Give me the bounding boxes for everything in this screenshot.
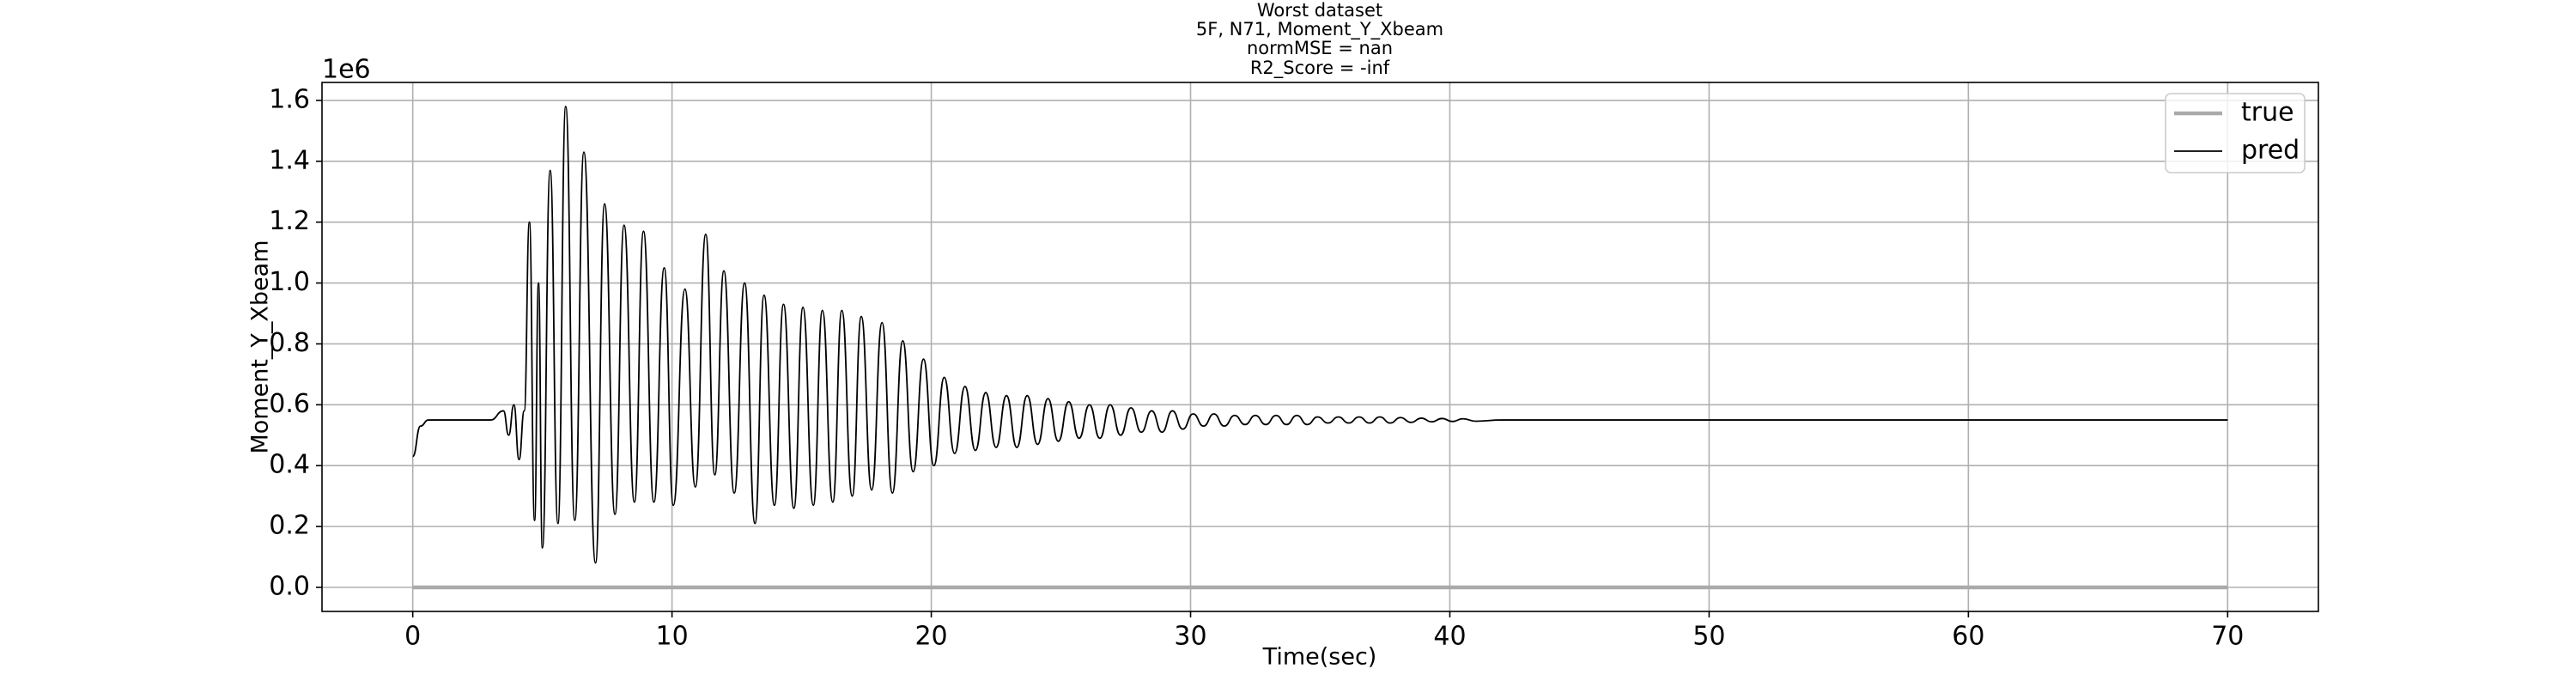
title-line: 5F, N71, Moment_Y_Xbeam xyxy=(1196,19,1443,40)
y-tick-label: 1.4 xyxy=(269,145,310,175)
y-tick-label: 1.6 xyxy=(269,84,310,114)
y-tick-label: 1.0 xyxy=(269,267,310,297)
legend-label: true xyxy=(2241,98,2294,128)
x-tick-label: 0 xyxy=(404,622,421,652)
y-tick-label: 1.2 xyxy=(269,206,310,236)
series-line xyxy=(411,106,2228,564)
x-tick-label: 20 xyxy=(914,622,947,652)
legend-label: pred xyxy=(2241,136,2300,166)
y-axis-label: Moment_Y_Xbeam xyxy=(247,240,274,453)
y-offset-label: 1e6 xyxy=(322,55,371,85)
y-tick-label: 0.0 xyxy=(269,572,310,602)
x-tick-label: 60 xyxy=(1952,622,1984,652)
x-tick-label: 50 xyxy=(1692,622,1725,652)
title-line: Worst dataset xyxy=(1257,0,1382,21)
y-tick-label: 0.6 xyxy=(269,389,310,419)
x-tick-label: 70 xyxy=(2211,622,2244,652)
y-tick-label: 0.2 xyxy=(269,511,310,541)
plot-frame xyxy=(321,82,2319,612)
y-tick-label: 0.4 xyxy=(269,450,310,480)
x-axis-label: Time(sec) xyxy=(1262,644,1377,671)
title-line: R2_Score = -inf xyxy=(1250,58,1390,79)
legend: true pred xyxy=(2165,93,2306,173)
y-tick-label: 0.8 xyxy=(269,328,310,358)
title-line: normMSE = nan xyxy=(1247,38,1393,58)
plot-lines xyxy=(411,106,2228,590)
x-tick-label: 40 xyxy=(1433,622,1466,652)
x-tick-label: 10 xyxy=(656,622,689,652)
x-tick-label: 30 xyxy=(1174,622,1206,652)
grid: 0 10 20 30 40 50 60 70 0.0 0.2 0.4 0.6 0.8 1.0 1.2 1.4 1… xyxy=(269,82,2318,652)
